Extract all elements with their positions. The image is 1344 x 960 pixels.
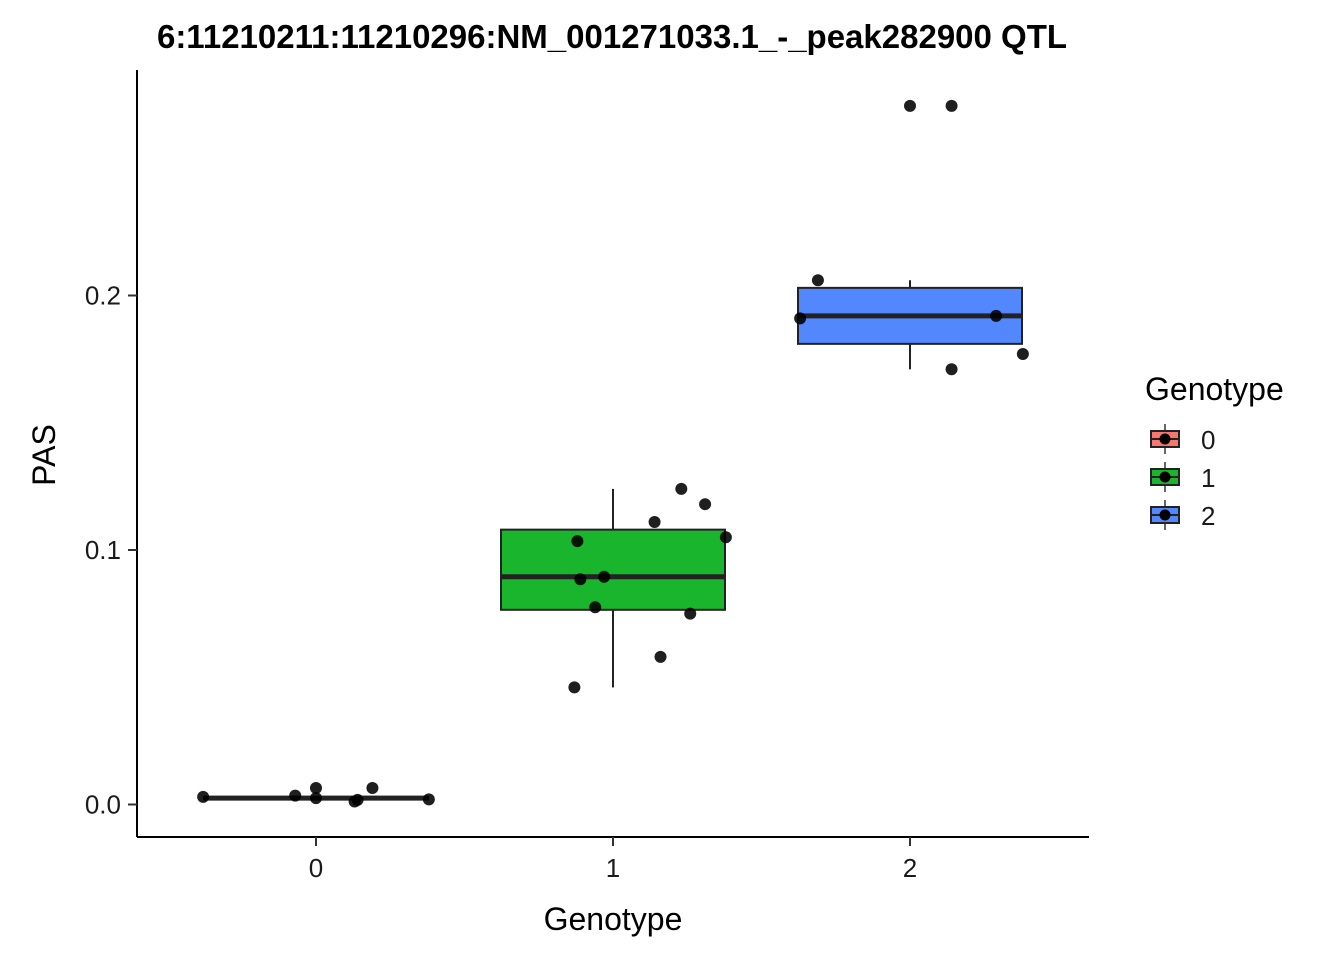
data-point [571, 535, 584, 548]
y-tick-label: 0.1 [85, 535, 121, 565]
data-point [794, 312, 807, 325]
legend-title: Genotype [1145, 371, 1284, 407]
legend-key-point [1159, 509, 1171, 521]
y-axis-title: PAS [26, 424, 62, 486]
x-tick-label: 0 [309, 853, 323, 883]
data-point [719, 531, 732, 544]
data-point [574, 573, 587, 586]
legend-entry-2: 2 [1150, 500, 1215, 531]
box-group-2 [797, 280, 1023, 370]
legend-label: 1 [1201, 463, 1215, 493]
data-point [654, 650, 667, 663]
x-axis-title: Genotype [544, 901, 683, 937]
data-point [568, 681, 581, 694]
legend-label: 2 [1201, 501, 1215, 531]
data-point [675, 482, 688, 495]
data-point [945, 363, 958, 376]
y-ticks: 0.0 0.1 0.2 [85, 281, 137, 820]
x-tick-label: 1 [606, 853, 620, 883]
legend-key-point [1159, 433, 1171, 445]
legend-label: 0 [1201, 425, 1215, 455]
legend: Genotype 0 1 2 [1145, 371, 1284, 531]
data-point [990, 309, 1003, 322]
data-point [197, 790, 210, 803]
legend-entry-0: 0 [1150, 424, 1215, 455]
data-point [945, 99, 958, 112]
data-point [422, 793, 435, 806]
data-point [904, 99, 916, 112]
x-ticks: 0 1 2 [309, 837, 917, 883]
data-point [1016, 348, 1029, 361]
legend-entry-1: 1 [1150, 462, 1215, 493]
data-point [589, 601, 602, 614]
data-point [310, 792, 322, 805]
data-point [351, 793, 364, 806]
y-tick-label: 0.0 [85, 790, 121, 820]
data-point [366, 781, 379, 794]
chart-title: 6:11210211:11210296:NM_001271033.1_-_pea… [157, 18, 1067, 55]
plot-area [197, 99, 1029, 808]
data-point [310, 781, 322, 794]
data-point [598, 570, 611, 583]
box-rect [500, 528, 726, 611]
data-point [684, 607, 697, 620]
data-point [648, 516, 661, 529]
data-point [289, 789, 302, 802]
x-tick-label: 2 [903, 853, 917, 883]
data-point [811, 274, 824, 287]
legend-key-point [1159, 471, 1171, 483]
y-tick-label: 0.2 [85, 281, 121, 311]
data-point [699, 498, 712, 511]
box-group-1 [500, 488, 726, 688]
